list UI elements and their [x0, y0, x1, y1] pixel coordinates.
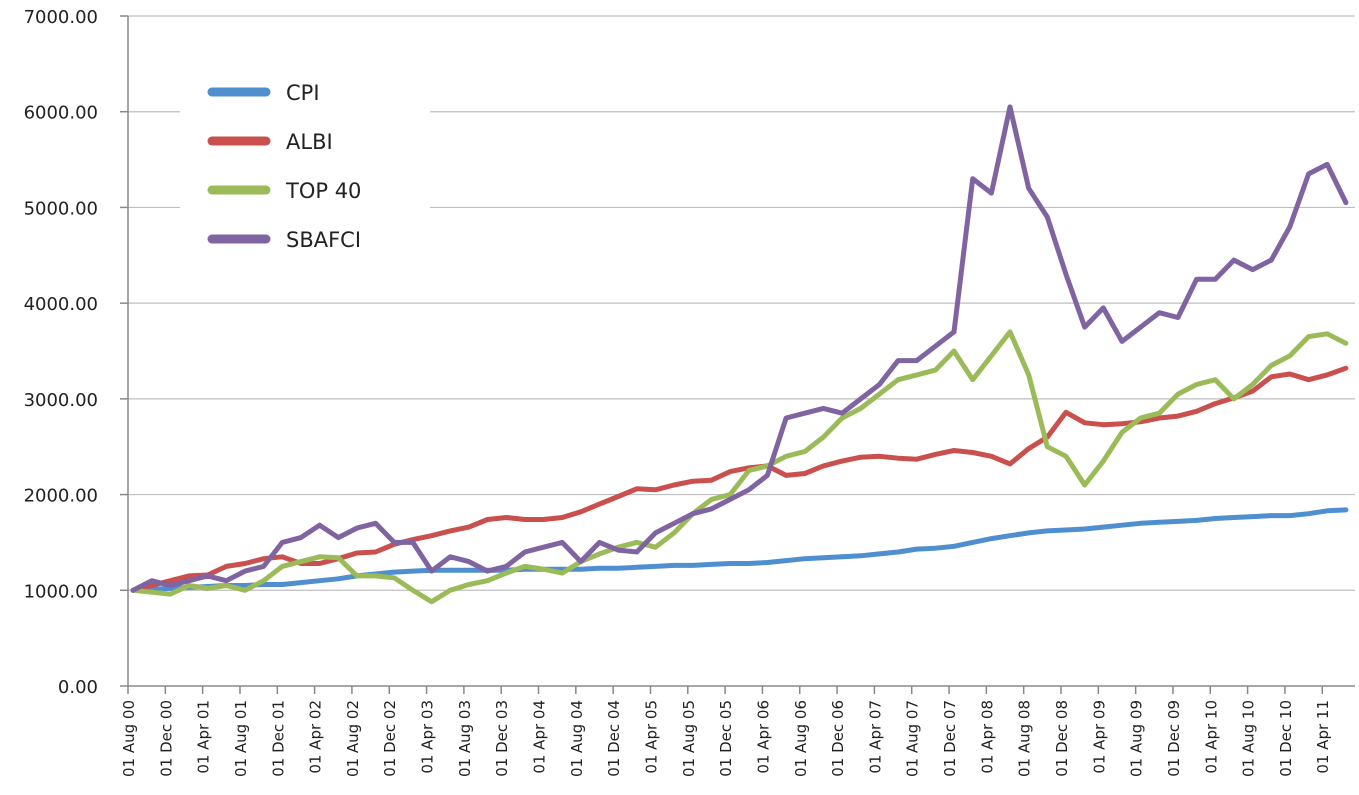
- y-tick-label: 5000.00: [24, 198, 98, 219]
- x-tick-label: 01 Dec 01: [269, 700, 287, 777]
- x-tick-label: 01 Aug 05: [680, 700, 698, 777]
- x-tick-label: 01 Dec 09: [1165, 700, 1183, 777]
- x-tick-label: 01 Dec 07: [941, 700, 959, 777]
- series-line: [130, 329, 1349, 605]
- x-tick-label: 01 Apr 06: [754, 700, 772, 774]
- x-tick-label: 01 Apr 07: [866, 700, 884, 774]
- x-tick-label: 01 Apr 01: [195, 700, 213, 774]
- x-tick-label: 01 Aug 10: [1240, 700, 1258, 777]
- x-tick-label: 01 Aug 07: [904, 700, 922, 777]
- y-tick-label: 7000.00: [24, 7, 98, 28]
- x-tick-label: 01 Apr 05: [642, 700, 660, 774]
- x-tick-label: 01 Apr 03: [419, 700, 437, 774]
- legend-label: TOP 40: [285, 179, 361, 203]
- x-tick-label: 01 Apr 09: [1090, 700, 1108, 774]
- y-tick-label: 4000.00: [24, 294, 98, 315]
- x-tick-label: 01 Apr 04: [531, 700, 549, 774]
- y-tick-label: 3000.00: [24, 390, 98, 411]
- x-tick-label: 01 Dec 02: [381, 700, 399, 777]
- x-tick-label: 01 Aug 09: [1128, 700, 1146, 777]
- x-tick-label: 01 Dec 05: [717, 700, 735, 777]
- series-line: [130, 104, 1349, 593]
- x-tick-label: 01 Dec 04: [605, 700, 623, 777]
- x-tick-label: 01 Apr 11: [1314, 700, 1332, 774]
- x-tick-label: 01 Aug 08: [1016, 700, 1034, 777]
- y-tick-label: 1000.00: [24, 581, 98, 602]
- x-tick-label: 01 Aug 06: [792, 700, 810, 777]
- x-tick-label: 01 Apr 10: [1202, 700, 1220, 774]
- series-line: [130, 507, 1349, 593]
- x-tick-label: 01 Dec 00: [157, 700, 175, 777]
- x-tick-label: 01 Aug 01: [232, 700, 250, 777]
- x-tick-label: 01 Dec 03: [493, 700, 511, 777]
- x-tick-label: 01 Aug 02: [344, 700, 362, 777]
- legend-label: CPI: [286, 81, 320, 105]
- x-tick-label: 01 Aug 03: [456, 700, 474, 777]
- x-tick-label: 01 Apr 08: [978, 700, 996, 774]
- x-tick-label: 01 Apr 02: [307, 700, 325, 774]
- legend-label: SBAFCI: [286, 228, 361, 252]
- x-tick-label: 01 Aug 04: [568, 700, 586, 777]
- y-tick-label: 6000.00: [24, 103, 98, 124]
- legend-label: ALBI: [286, 130, 333, 154]
- y-tick-label: 0.00: [58, 677, 98, 698]
- x-tick-label: 01 Dec 08: [1053, 700, 1071, 777]
- x-tick-label: 01 Aug 00: [120, 700, 138, 777]
- y-tick-label: 2000.00: [24, 486, 98, 507]
- x-tick-label: 01 Dec 06: [829, 700, 847, 777]
- x-tick-label: 01 Dec 10: [1277, 700, 1295, 777]
